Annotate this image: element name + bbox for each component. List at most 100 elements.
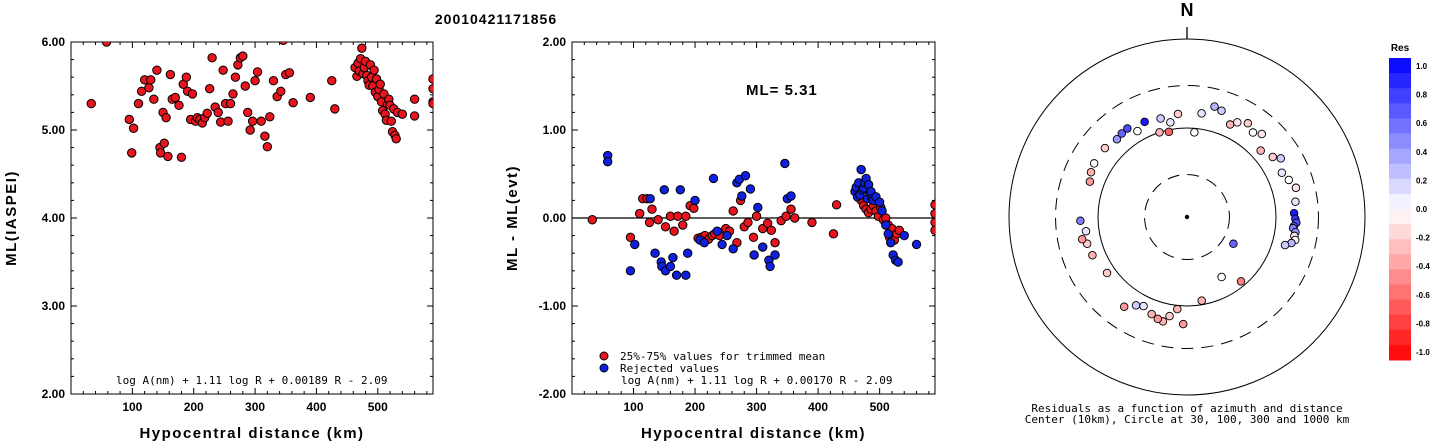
data-point <box>930 200 935 210</box>
station-residual-point <box>1210 102 1219 111</box>
data-points <box>86 42 433 162</box>
data-point <box>728 206 738 216</box>
data-point <box>124 114 134 125</box>
data-point <box>751 211 762 221</box>
data-point <box>644 217 655 228</box>
data-point <box>786 204 796 214</box>
legend-label: Rejected values <box>620 362 719 375</box>
station-residual-point <box>1277 168 1287 178</box>
residual-vs-distance-panel: -2.00 -1.00 0.00 1.00 2.00 100 200 300 400 500 Hyp… <box>504 35 936 441</box>
station-residual-point <box>1197 296 1206 305</box>
data-point <box>225 98 236 109</box>
station-residual-point <box>1225 120 1235 129</box>
y-tick-label: -1.00 <box>539 299 567 313</box>
data-point <box>681 270 691 280</box>
x-tick-label: 200 <box>685 400 705 414</box>
colorbar-tick-label: -0.8 <box>1416 319 1430 328</box>
colorbar-tick-label: 0.2 <box>1416 176 1428 185</box>
data-point <box>240 81 250 91</box>
station-residual-point <box>1217 272 1226 282</box>
colorbar-segment <box>1389 284 1411 301</box>
x-axis-title: Hypocentral distance (km) <box>139 425 364 441</box>
data-point <box>223 116 233 126</box>
data-point <box>669 226 679 236</box>
station-residual-point <box>1233 118 1242 127</box>
colorbar-tick-label: -0.2 <box>1416 234 1430 243</box>
data-point <box>587 215 598 225</box>
colorbar-segment <box>1389 148 1411 165</box>
colorbar-segment <box>1389 209 1411 225</box>
x-tick-label: 100 <box>122 400 142 414</box>
station-residual-point <box>1147 309 1156 319</box>
y-tick-label: 6.00 <box>42 35 66 49</box>
colorbar-segment <box>1389 163 1411 180</box>
data-point <box>650 248 660 258</box>
data-point <box>428 74 433 84</box>
data-point <box>881 220 891 230</box>
data-point <box>682 248 693 258</box>
data-point <box>375 79 385 89</box>
data-point <box>753 202 763 213</box>
station-residual-point <box>1257 129 1267 139</box>
station-residual-point <box>1197 109 1206 118</box>
figure-title: 20010421171856 <box>435 11 557 27</box>
x-tick-label: 300 <box>245 400 265 414</box>
station-residual-point <box>1217 106 1226 115</box>
ml-annotation: ML= 5.31 <box>746 82 818 99</box>
data-point <box>886 237 896 248</box>
data-point <box>207 53 217 63</box>
data-point <box>428 98 433 109</box>
station-residual-point <box>1291 197 1300 207</box>
data-point <box>176 152 187 162</box>
station-residual-point <box>1140 117 1149 127</box>
data-point <box>327 76 337 86</box>
data-point <box>218 65 228 75</box>
y-tick-label: 4.00 <box>42 211 66 225</box>
data-point <box>163 151 173 162</box>
ml-vs-distance-panel: 2.00 3.00 4.00 5.00 6.00 100 200 300 400 500 Hypoc… <box>3 35 434 441</box>
data-point <box>765 261 775 272</box>
data-point <box>409 111 420 121</box>
colorbar-tick-label: -1.0 <box>1416 348 1430 357</box>
data-point <box>260 131 270 141</box>
data-point <box>893 257 903 267</box>
polar-caption-line2: Center (10km), Circle at 30, 100, 300 an… <box>1025 413 1350 426</box>
station-residual-point <box>1153 314 1163 324</box>
data-point <box>630 239 640 250</box>
station-residual-point <box>1164 127 1174 137</box>
station-residual-point <box>1119 302 1129 311</box>
data-point <box>136 86 147 96</box>
station-residual-point <box>1284 175 1294 185</box>
y-tick-label: 2.00 <box>42 387 66 401</box>
data-point <box>369 65 379 75</box>
x-tick-label: 300 <box>747 400 767 414</box>
station-residual-point <box>1190 128 1199 137</box>
data-point <box>155 148 166 158</box>
data-point <box>665 261 676 272</box>
station-residual-point <box>1102 268 1112 278</box>
distance-ring <box>1144 174 1230 260</box>
station-residual-point <box>1179 319 1188 329</box>
data-point <box>745 184 756 194</box>
y-tick-label: -2.00 <box>539 387 567 401</box>
x-tick-label: 500 <box>368 400 388 414</box>
data-point <box>874 197 885 207</box>
data-point <box>671 270 682 280</box>
data-point <box>740 171 751 181</box>
data-point <box>243 107 253 118</box>
station-residual-point <box>1086 167 1096 177</box>
data-point <box>170 92 181 103</box>
station-residual-point <box>1081 226 1091 236</box>
data-point <box>911 239 922 250</box>
data-point <box>717 239 727 250</box>
data-point <box>930 208 935 219</box>
data-point <box>856 164 866 175</box>
data-point <box>428 83 433 94</box>
data-point <box>386 116 396 126</box>
data-point <box>699 237 709 248</box>
formula-label: log A(nm) + 1.11 log R + 0.00189 R - 2.0… <box>116 374 388 387</box>
data-point <box>668 252 678 263</box>
station-residual-point <box>1088 250 1097 260</box>
y-tick-label: 3.00 <box>42 299 66 313</box>
y-tick-label: 1.00 <box>543 123 567 137</box>
